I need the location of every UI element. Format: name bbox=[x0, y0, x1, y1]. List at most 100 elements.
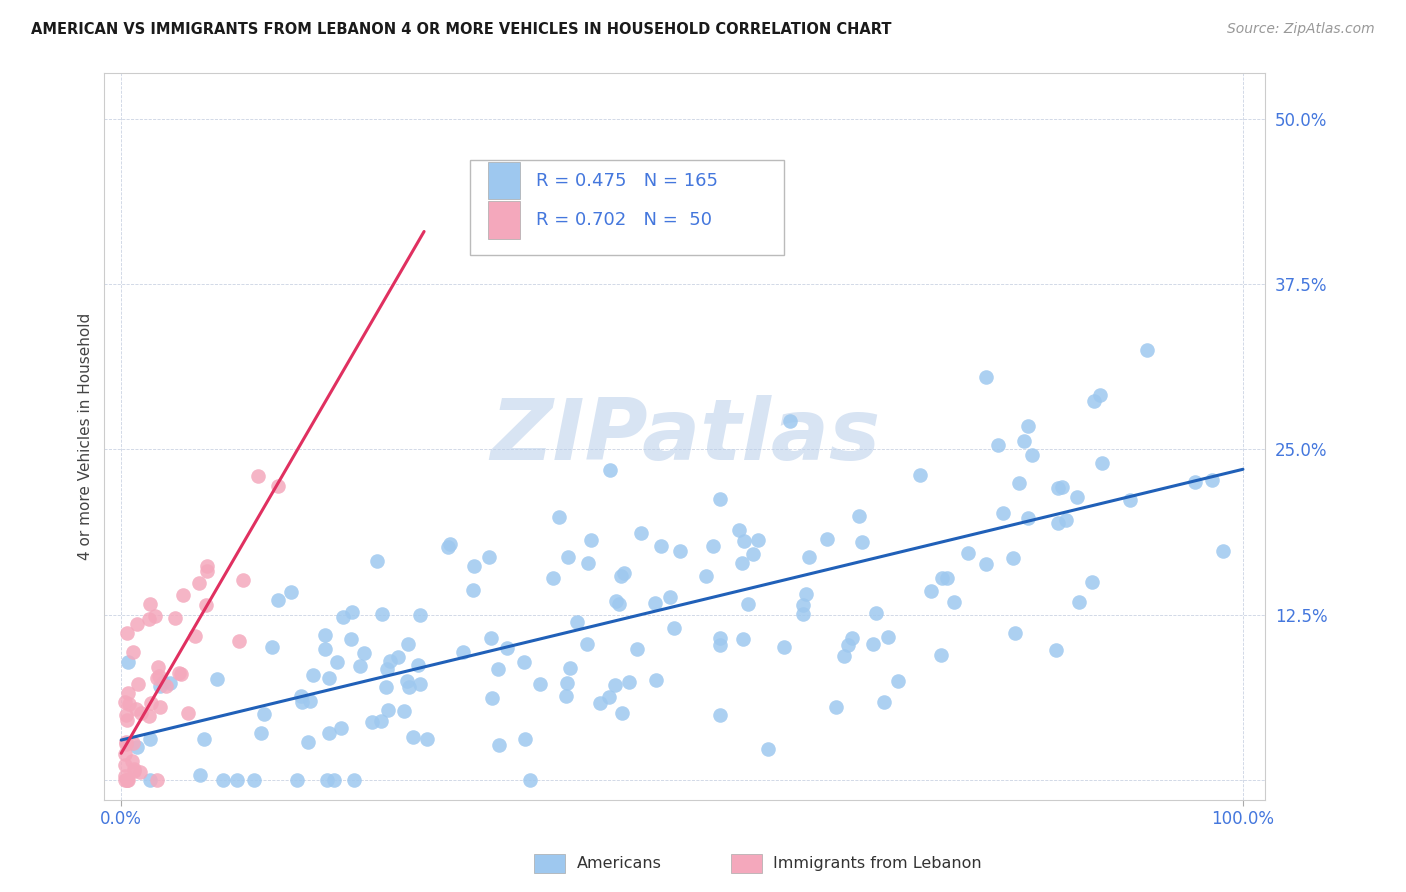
Point bbox=[114, 769, 136, 783]
Point bbox=[613, 566, 636, 580]
Point bbox=[366, 554, 388, 568]
Point bbox=[395, 674, 418, 689]
Point bbox=[125, 740, 148, 755]
Point bbox=[942, 595, 965, 609]
Point bbox=[792, 607, 814, 621]
Point bbox=[195, 559, 218, 574]
Point bbox=[439, 537, 461, 551]
Text: ZIPatlas: ZIPatlas bbox=[489, 395, 880, 478]
Point bbox=[117, 772, 139, 787]
Point bbox=[1017, 510, 1039, 524]
Point bbox=[290, 689, 312, 703]
Point bbox=[576, 556, 599, 570]
Point bbox=[1054, 512, 1077, 526]
Point bbox=[702, 539, 724, 553]
Point bbox=[1091, 456, 1114, 470]
Point bbox=[377, 703, 399, 717]
Point bbox=[232, 573, 254, 587]
Point bbox=[195, 598, 218, 612]
Point bbox=[991, 507, 1014, 521]
Point bbox=[486, 662, 509, 676]
Point bbox=[212, 772, 235, 787]
Point bbox=[605, 677, 627, 691]
Point bbox=[143, 608, 166, 623]
Point bbox=[478, 550, 501, 565]
Point bbox=[987, 438, 1010, 452]
Point bbox=[228, 633, 250, 648]
Point bbox=[481, 691, 503, 706]
Point bbox=[246, 469, 269, 483]
Point bbox=[669, 543, 692, 558]
Point bbox=[589, 696, 612, 710]
FancyBboxPatch shape bbox=[488, 201, 520, 239]
Point bbox=[326, 656, 349, 670]
Point bbox=[392, 704, 415, 718]
Point bbox=[555, 675, 578, 690]
Point bbox=[659, 590, 682, 604]
Point bbox=[610, 569, 633, 583]
Point bbox=[243, 772, 266, 787]
Point bbox=[374, 680, 396, 694]
Point bbox=[330, 721, 353, 735]
Point bbox=[773, 640, 796, 654]
Point bbox=[865, 606, 887, 620]
Point bbox=[709, 632, 731, 646]
Point bbox=[138, 597, 160, 611]
Point bbox=[339, 632, 361, 647]
Point bbox=[402, 730, 425, 744]
Point bbox=[301, 667, 323, 681]
Point bbox=[159, 675, 181, 690]
Point bbox=[114, 747, 136, 762]
Point bbox=[747, 533, 769, 548]
Point bbox=[1067, 595, 1090, 609]
Point bbox=[974, 557, 997, 571]
Point bbox=[1088, 388, 1111, 402]
Point bbox=[936, 571, 959, 585]
Point bbox=[260, 640, 283, 655]
Point bbox=[129, 764, 152, 779]
Point bbox=[146, 772, 169, 787]
Point bbox=[756, 742, 779, 756]
Text: AMERICAN VS IMMIGRANTS FROM LEBANON 4 OR MORE VEHICLES IN HOUSEHOLD CORRELATION : AMERICAN VS IMMIGRANTS FROM LEBANON 4 OR… bbox=[31, 22, 891, 37]
Point bbox=[406, 658, 429, 673]
Point bbox=[957, 546, 980, 560]
Point bbox=[177, 706, 200, 721]
Point bbox=[253, 706, 276, 721]
Point bbox=[695, 569, 717, 583]
Point bbox=[155, 679, 177, 693]
Point bbox=[1001, 551, 1024, 566]
Point bbox=[172, 588, 194, 602]
Point bbox=[396, 637, 419, 651]
Point bbox=[792, 598, 814, 612]
Point bbox=[555, 689, 578, 703]
Point bbox=[733, 533, 755, 548]
Point bbox=[599, 463, 621, 477]
Point bbox=[125, 702, 148, 716]
Point bbox=[560, 661, 582, 675]
Point bbox=[138, 731, 160, 746]
Point bbox=[114, 695, 136, 709]
Point bbox=[515, 731, 537, 746]
Point bbox=[837, 638, 859, 652]
Point bbox=[644, 596, 666, 610]
Point bbox=[496, 640, 519, 655]
Point bbox=[121, 754, 143, 768]
Point bbox=[416, 732, 439, 747]
Point bbox=[148, 669, 170, 683]
Point bbox=[138, 709, 160, 723]
Point bbox=[848, 509, 870, 524]
Point bbox=[1047, 516, 1070, 531]
Point bbox=[630, 525, 652, 540]
Point bbox=[579, 533, 602, 547]
Point bbox=[267, 593, 290, 607]
Point bbox=[1012, 434, 1035, 448]
Point bbox=[437, 540, 460, 554]
Point bbox=[737, 597, 759, 611]
Point bbox=[877, 630, 900, 644]
Point bbox=[299, 694, 322, 708]
Point bbox=[1008, 475, 1031, 490]
Point bbox=[152, 675, 174, 690]
Point bbox=[565, 615, 588, 629]
Point bbox=[322, 772, 344, 787]
Point bbox=[280, 584, 302, 599]
